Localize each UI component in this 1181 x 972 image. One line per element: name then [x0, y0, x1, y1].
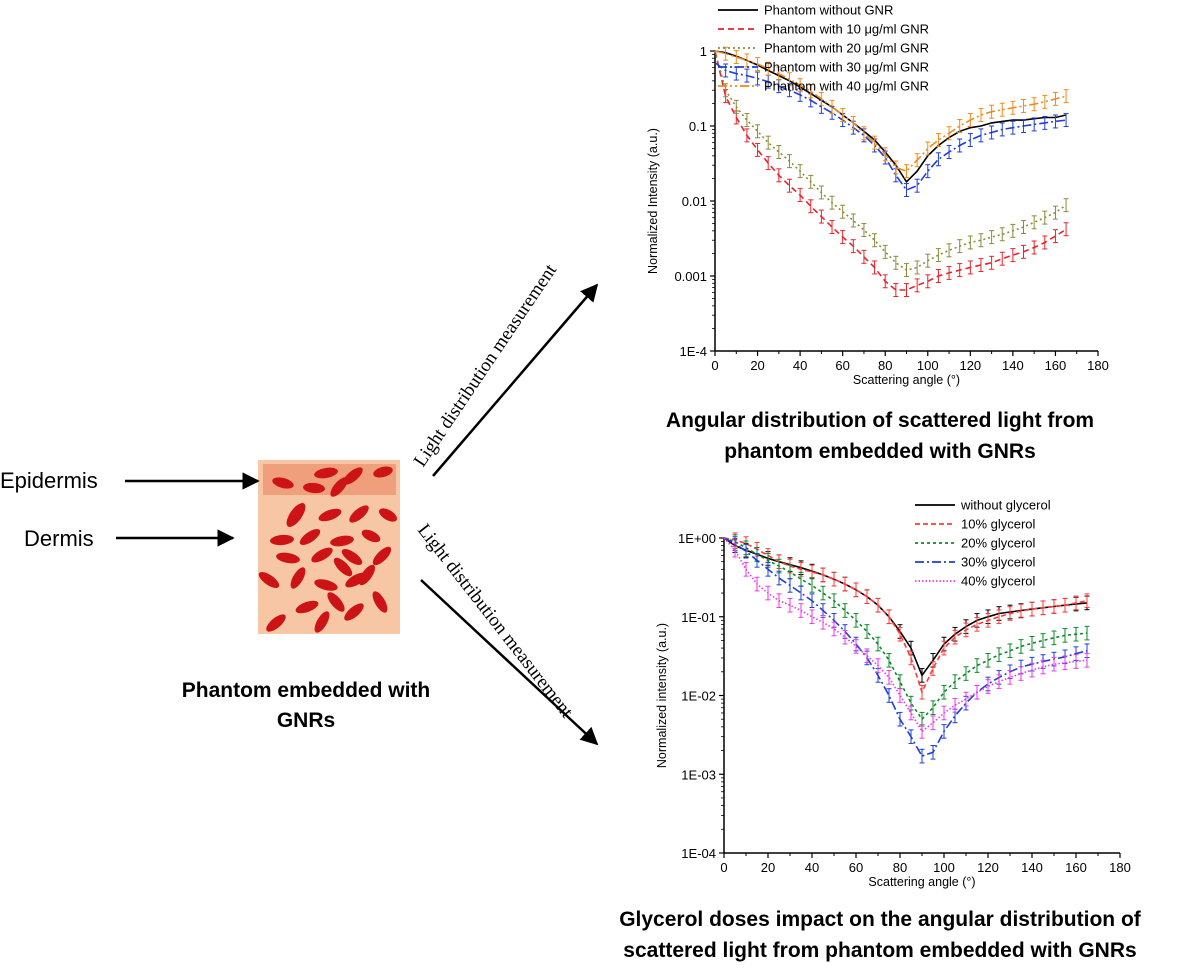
x-tick-label: 0: [711, 358, 718, 373]
series-line-2: [723, 537, 1088, 721]
legend-label-0: without glycerol: [960, 498, 1051, 513]
gnr-particle: [349, 505, 369, 523]
x-tick-label: 160: [1065, 860, 1087, 875]
gnr-particle: [286, 503, 306, 527]
x-tick-label: 60: [835, 358, 849, 373]
top-chart-caption-line1: Angular distribution of scattered light …: [666, 409, 1094, 432]
gnr-particle: [295, 600, 319, 614]
phantom-illustration: [258, 460, 400, 634]
gnr-particle: [372, 546, 392, 566]
y-tick-label: 0.001: [674, 269, 707, 284]
x-tick-label: 120: [959, 358, 981, 373]
phantom-caption-line1: Phantom embedded with: [182, 679, 431, 702]
series-line-3: [723, 537, 1088, 758]
gnr-particle: [378, 508, 398, 522]
legend-label-0: Phantom without GNR: [764, 3, 893, 18]
series-line-1: [714, 50, 1067, 291]
x-tick-label: 40: [805, 860, 819, 875]
y-tick-label: 1E-02: [681, 689, 716, 704]
gnr-particle: [290, 567, 306, 589]
series-line-4: [714, 50, 1067, 173]
legend-label-4: 40% glycerol: [961, 574, 1036, 589]
gnr-particle: [344, 603, 364, 621]
legend-label-3: Phantom with 30 μg/ml GNR: [764, 60, 929, 75]
y-axis-title: Normalized Intensity (a.u.): [646, 128, 660, 274]
bottom-chart-caption-line1: Glycerol doses impact on the angular dis…: [619, 908, 1142, 931]
x-tick-label: 180: [1087, 358, 1109, 373]
x-tick-label: 60: [849, 860, 863, 875]
x-tick-label: 180: [1109, 860, 1131, 875]
phantom-caption-line2: GNRs: [277, 709, 335, 732]
x-tick-label: 100: [917, 358, 939, 373]
gnr-particle: [314, 611, 330, 633]
gnr-particle: [333, 557, 353, 577]
top-chart: 0 20 40 60 80 100 120 140 160 180 1 0.1 0.01 0.001 1E-…: [646, 3, 1109, 388]
dermis-label: Dermis: [24, 526, 94, 551]
x-tick-label: 140: [1021, 860, 1043, 875]
gnr-particle: [327, 592, 345, 612]
arrow-label-top: Light distribution measurement: [410, 260, 562, 471]
gnr-particle: [330, 477, 348, 497]
series-line-3: [714, 61, 1067, 191]
x-tick-label: 20: [761, 860, 775, 875]
gnr-particle: [314, 579, 338, 591]
x-axis-title: Scattering angle (°): [853, 373, 960, 387]
y-tick-label: 1E-4: [680, 344, 707, 359]
x-axis-title: Scattering angle (°): [868, 875, 975, 889]
x-tick-label: 100: [933, 860, 955, 875]
y-tick-label: 0.1: [689, 119, 707, 134]
gnr-particle: [272, 477, 294, 489]
gnr-particle: [358, 564, 376, 586]
legend-label-1: 10% glycerol: [961, 517, 1036, 532]
gnr-particle: [276, 552, 300, 564]
x-tick-label: 120: [977, 860, 999, 875]
legend-label-4: Phantom with 40 μg/ml GNR: [764, 79, 929, 94]
y-tick-label: 1E-03: [681, 767, 716, 782]
series-line-1: [723, 537, 1088, 695]
gnr-particle: [299, 528, 321, 546]
gnr-particle: [318, 508, 342, 522]
y-axis-title: Normalized intensity (a.u.): [655, 623, 669, 768]
gnr-particle: [373, 466, 393, 478]
y-tick-label: 1E-04: [681, 846, 716, 861]
gnr-particle: [258, 571, 280, 589]
gnr-particle: [303, 482, 325, 494]
gnr-particle: [330, 535, 354, 547]
x-tick-label: 140: [1002, 358, 1024, 373]
y-tick-label: 1: [700, 44, 707, 59]
gnr-particle: [311, 547, 333, 563]
legend-label-2: 20% glycerol: [961, 536, 1036, 551]
x-tick-label: 40: [793, 358, 807, 373]
x-tick-label: 20: [750, 358, 764, 373]
epidermis-label: Epidermis: [0, 468, 98, 493]
bottom-chart: 0 20 40 60 80 100 120 140 160 180 1E+00 1E-01 1E-02 1…: [655, 498, 1131, 890]
y-tick-label: 1E+00: [678, 531, 716, 546]
top-chart-caption-line2: phantom embedded with GNRs: [724, 440, 1036, 463]
x-tick-label: 80: [878, 358, 892, 373]
series-line-2: [714, 50, 1067, 271]
x-tick-label: 160: [1045, 358, 1067, 373]
gnr-particle: [266, 614, 286, 632]
x-tick-label: 80: [893, 860, 907, 875]
gnr-particle: [341, 548, 363, 566]
y-tick-label: 0.01: [682, 194, 707, 209]
bottom-chart-caption-line2: scattered light from phantom embedded wi…: [623, 939, 1136, 962]
series-line-0: [714, 50, 1067, 184]
gnr-particle: [314, 467, 338, 479]
gnr-particle: [343, 467, 363, 485]
gnr-particle: [361, 529, 381, 543]
arrow-to-top-chart: [432, 283, 599, 477]
gnr-particle: [372, 591, 388, 613]
legend-label-2: Phantom with 20 μg/ml GNR: [764, 41, 929, 56]
y-tick-label: 1E-01: [681, 610, 716, 625]
arrow-to-bottom-chart: [420, 579, 599, 746]
gnr-particle: [270, 534, 294, 546]
gnr-particles: [258, 466, 398, 633]
legend-label-3: 30% glycerol: [961, 555, 1036, 570]
x-tick-label: 0: [720, 860, 727, 875]
arrow-label-bottom: Light distribution measurement: [413, 520, 577, 722]
legend-label-1: Phantom with 10 μg/ml GNR: [764, 22, 929, 37]
